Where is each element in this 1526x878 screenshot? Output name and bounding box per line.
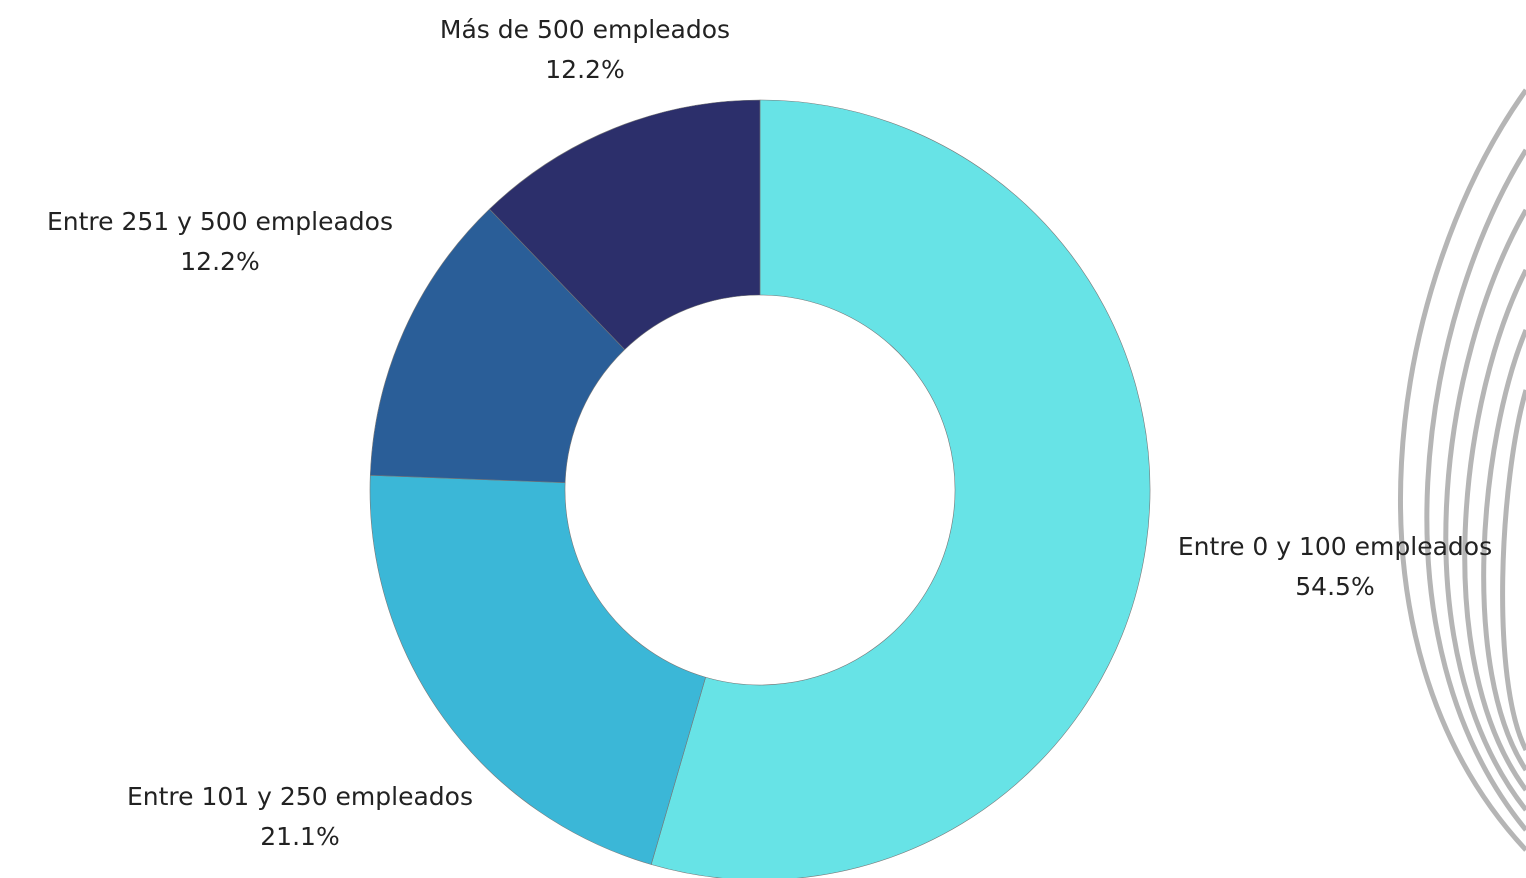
deco-arc <box>1481 329 1526 772</box>
slice-label: Entre 251 y 500 empleados <box>47 207 393 236</box>
slice-label: Entre 0 y 100 empleados <box>1178 532 1492 561</box>
slice-label: Más de 500 empleados <box>440 15 730 44</box>
slice-value-label: 54.5% <box>1295 572 1374 601</box>
slice-value-label: 12.2% <box>180 247 259 276</box>
donut-slice <box>489 99 761 350</box>
deco-arc <box>1500 389 1526 752</box>
deco-arc <box>1424 148 1526 832</box>
decoration <box>1398 88 1526 852</box>
donut-slice <box>650 99 1151 878</box>
slice-value-label: 12.2% <box>545 55 624 84</box>
donut-slice <box>369 474 706 865</box>
slice-value-label: 21.1% <box>260 822 339 851</box>
deco-arc <box>1398 88 1526 852</box>
slice-label: Entre 101 y 250 empleados <box>127 782 473 811</box>
deco-arc <box>1462 268 1526 792</box>
deco-arc <box>1443 208 1526 812</box>
donut-slice <box>369 208 626 483</box>
